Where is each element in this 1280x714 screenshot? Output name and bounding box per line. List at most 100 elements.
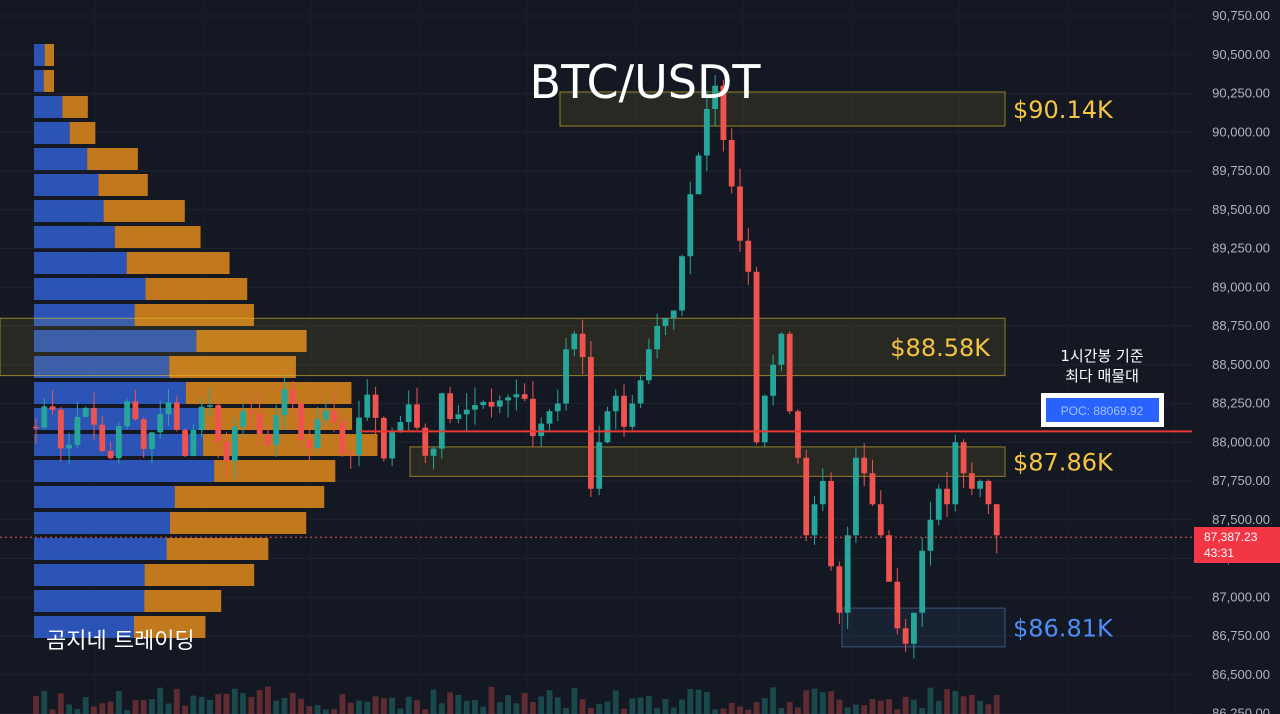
profile-bar-sell [98, 174, 148, 196]
volume-bar [414, 700, 420, 714]
candle-body [422, 427, 429, 456]
volume-bar [132, 700, 139, 714]
candle-body [322, 410, 329, 420]
volume-bar [985, 704, 992, 714]
volume-bars [33, 686, 1000, 714]
candle-body [505, 397, 511, 401]
candle-body [389, 432, 396, 459]
profile-bar-buy [34, 512, 170, 534]
candle-body [993, 504, 1000, 536]
y-tick-label: 87,000.00 [1212, 589, 1270, 604]
candle-body [66, 444, 73, 449]
volume-bar [472, 700, 478, 714]
y-tick-label: 90,750.00 [1212, 8, 1270, 23]
candle-body [397, 422, 404, 433]
volume-bar [571, 687, 578, 714]
profile-bar-sell [174, 486, 325, 508]
candle-body [273, 415, 280, 445]
profile-bar-sell [87, 148, 138, 170]
candle-body [968, 473, 975, 489]
candle-body [910, 612, 917, 644]
volume-bar [380, 698, 387, 714]
volume-bar [993, 695, 1000, 714]
volume-bar [430, 689, 437, 714]
candle-body [861, 457, 868, 474]
volume-bar [645, 695, 652, 714]
candle-body [554, 403, 561, 412]
candle-body [157, 414, 164, 433]
volume-bar [770, 687, 777, 714]
candle-body [778, 333, 785, 365]
y-tick-label: 88,000.00 [1212, 434, 1270, 449]
volume-bar [215, 694, 222, 714]
volume-bar [99, 703, 106, 714]
candle-body [455, 414, 462, 419]
profile-bar-buy [34, 382, 186, 404]
candle-body [985, 481, 992, 505]
volume-bar [182, 705, 188, 714]
candle-body [298, 403, 304, 440]
candle-body [927, 519, 934, 551]
candle-body [654, 326, 661, 350]
volume-bar [513, 703, 520, 714]
profile-bar-sell [134, 304, 254, 326]
zone-86-81k-box [841, 607, 1006, 648]
profile-bar-sell [103, 200, 185, 222]
candle-body [314, 419, 321, 448]
profile-bar-buy [34, 356, 170, 378]
candle-body [33, 426, 39, 429]
volume-bar [687, 689, 694, 714]
candle-body [795, 411, 801, 458]
candle-body [414, 404, 420, 428]
y-tick-label: 86,750.00 [1212, 628, 1270, 643]
watermark-text: 곰지네 트레이딩 [46, 629, 195, 654]
volume-bar [612, 690, 619, 714]
volume-bar [455, 694, 462, 714]
volume-bar [322, 709, 329, 714]
candle-body [364, 394, 371, 418]
candle-body [869, 473, 876, 505]
candle-body [902, 628, 909, 644]
candle-body [753, 271, 760, 443]
candle-body [165, 402, 172, 415]
volume-bar [82, 697, 89, 714]
volume-bar [389, 697, 396, 714]
volume-bar [107, 701, 114, 714]
poc-label: POC: 88069.92 [1061, 404, 1144, 418]
profile-bar-buy [34, 70, 44, 92]
candle-body [703, 109, 710, 156]
volume-bar [231, 688, 238, 714]
volume-bar [869, 699, 876, 714]
candle-body [919, 550, 926, 613]
volume-bar [587, 707, 594, 714]
candle-body [786, 333, 793, 412]
y-tick-label: 88,500.00 [1212, 357, 1270, 372]
candle-body [530, 398, 536, 437]
candle-body [264, 434, 271, 445]
volume-bar [720, 708, 727, 714]
volume-bar [248, 696, 255, 714]
profile-bar-buy [34, 278, 146, 300]
candle-body [670, 310, 677, 319]
volume-bar [662, 698, 669, 714]
candle-body [612, 395, 619, 412]
zone-88-58k-box [0, 317, 1006, 377]
volume-bar [190, 695, 197, 714]
last-price-countdown: 43:31 [1204, 546, 1234, 560]
candle-body [521, 394, 528, 399]
profile-bar-sell [145, 278, 248, 300]
volume-bar [712, 709, 719, 714]
candle-body [49, 406, 56, 410]
candle-body [571, 333, 578, 350]
candle-body [256, 413, 263, 435]
poc-annotation: 1시간봉 기준 최다 매물대 POC: 88069.92 [1041, 347, 1164, 427]
volume-bar [397, 708, 404, 714]
candle-body [587, 357, 594, 489]
volume-bar [505, 695, 511, 714]
candle-body [347, 453, 354, 456]
volume-bar [977, 700, 984, 714]
price-zones: $90.14K $88.58K $87.86K $86.81K [0, 91, 1114, 648]
candle-body [480, 401, 487, 406]
candle-body [41, 406, 48, 428]
volume-bar [695, 689, 702, 714]
